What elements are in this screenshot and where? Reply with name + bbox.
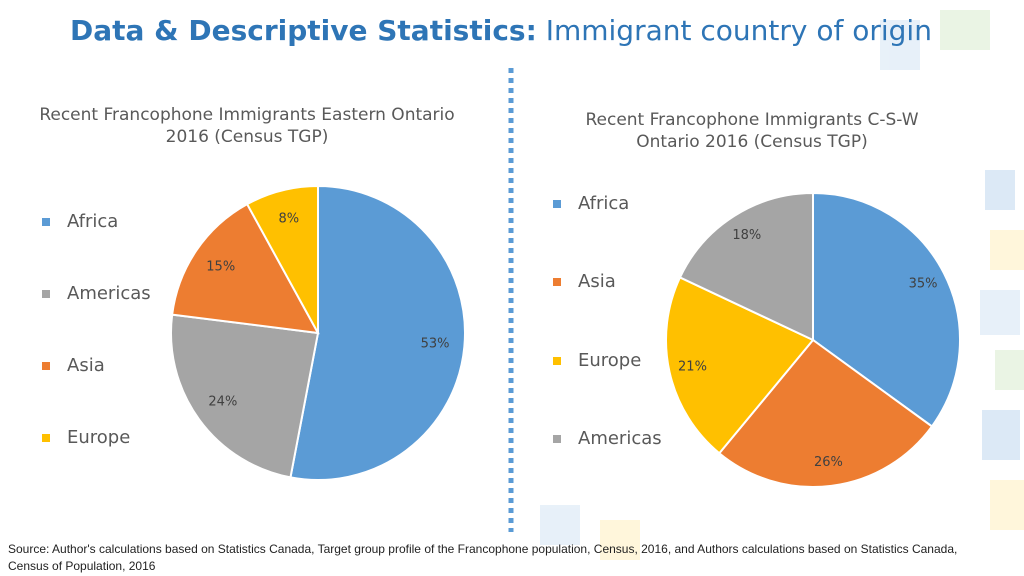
data-label: 18% bbox=[732, 228, 761, 243]
legend-swatch bbox=[553, 200, 561, 208]
legend-label: Africa bbox=[578, 193, 629, 214]
pie-slice bbox=[245, 184, 319, 334]
pie-slice bbox=[665, 276, 815, 455]
legend-swatch bbox=[42, 434, 50, 442]
decoration bbox=[540, 10, 1024, 560]
legend-label: Americas bbox=[67, 283, 151, 304]
source-note: Source: Author's calculations based on S… bbox=[8, 542, 958, 573]
pie-slice bbox=[170, 313, 320, 479]
legend-swatch bbox=[553, 278, 561, 286]
legend-label: Asia bbox=[578, 271, 616, 292]
legend-swatch bbox=[553, 357, 561, 365]
slide-title: Data & Descriptive Statistics: Immigrant… bbox=[70, 14, 932, 47]
pie-slice bbox=[289, 184, 466, 481]
legend-swatch bbox=[42, 218, 50, 226]
title-bold: Data & Descriptive Statistics: bbox=[70, 14, 537, 47]
data-label: 35% bbox=[909, 276, 938, 291]
data-label: 21% bbox=[678, 359, 707, 374]
data-label: 8% bbox=[278, 212, 299, 227]
data-label: 24% bbox=[208, 395, 237, 410]
pie-slice bbox=[717, 338, 934, 488]
legend-label: Asia bbox=[67, 355, 105, 376]
legend-label: Africa bbox=[67, 211, 118, 232]
legend-label: Europe bbox=[578, 350, 641, 371]
pie-slice bbox=[812, 191, 961, 428]
legend-label: Europe bbox=[67, 427, 130, 448]
title-rest: Immigrant country of origin bbox=[545, 14, 932, 47]
chart-title: Recent Francophone Immigrants C-S-W Onta… bbox=[585, 110, 919, 152]
legend-swatch bbox=[42, 290, 50, 298]
data-label: 15% bbox=[206, 259, 235, 274]
pie-slice bbox=[678, 191, 814, 342]
legend-label: Americas bbox=[578, 428, 662, 449]
legend-swatch bbox=[553, 435, 561, 443]
pie-slice bbox=[171, 202, 320, 335]
legend-swatch bbox=[42, 362, 50, 370]
data-label: 53% bbox=[421, 337, 450, 352]
chart-title: Recent Francophone Immigrants Eastern On… bbox=[39, 105, 455, 147]
data-label: 26% bbox=[814, 455, 843, 470]
